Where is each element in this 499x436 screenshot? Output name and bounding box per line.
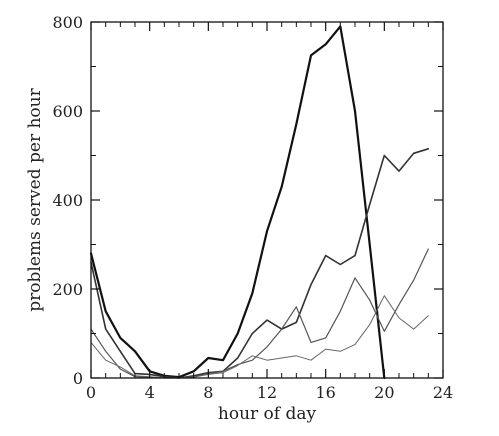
y-tick-label: 600 xyxy=(52,102,83,121)
y-axis-label: problems served per hour xyxy=(25,87,45,311)
series-line-2 xyxy=(90,148,430,379)
y-tick-label: 400 xyxy=(52,191,83,210)
plot-frame xyxy=(90,21,444,379)
series-layer xyxy=(89,25,430,380)
x-tick-label: 4 xyxy=(145,383,155,402)
series-line-4 xyxy=(90,295,429,379)
x-tick-label: 0 xyxy=(86,383,96,402)
y-tick-label: 800 xyxy=(52,13,83,32)
x-tick-label: 12 xyxy=(257,383,277,402)
y-tick-label: 200 xyxy=(52,280,83,299)
x-tick-label: 8 xyxy=(203,383,213,402)
series-line-1 xyxy=(89,25,386,380)
x-tick-label: 24 xyxy=(433,383,453,402)
x-axis-label: hour of day xyxy=(218,404,317,424)
x-tick-label: 20 xyxy=(374,383,394,402)
x-tick-label: 16 xyxy=(315,383,335,402)
y-tick-label: 0 xyxy=(73,369,83,388)
